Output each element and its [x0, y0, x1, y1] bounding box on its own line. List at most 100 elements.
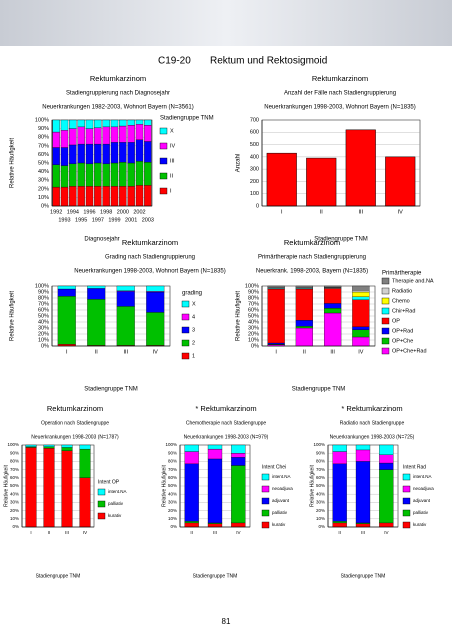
bar-segment: [116, 285, 135, 291]
bar-segment: [352, 299, 370, 327]
legend-swatch: [402, 521, 411, 529]
legend-label: Therapie and.NA: [392, 278, 434, 284]
y-tick-label: 80%: [248, 295, 259, 301]
y-tick-label: 700: [250, 117, 259, 123]
bar-segment: [52, 147, 60, 165]
bar-segment: [57, 296, 76, 345]
bar-segment: [207, 523, 223, 528]
legend-title: grading: [182, 291, 202, 297]
legend-title: Stadiengruppe TNM: [160, 116, 214, 122]
y-axis-label: Relative Häufigkeit: [3, 465, 9, 507]
y-tick-label: 40%: [10, 491, 19, 496]
legend-swatch: [402, 473, 411, 481]
bar-segment: [85, 119, 94, 129]
legend-swatch: [181, 313, 190, 321]
x-tick-label: I: [66, 349, 68, 355]
bar-segment: [127, 119, 135, 126]
y-tick-label: 20%: [248, 331, 259, 337]
y-tick-label: 40%: [168, 491, 177, 496]
y-tick-label: 10%: [38, 195, 49, 201]
legend-swatch: [402, 509, 411, 517]
y-tick-label: 50%: [168, 483, 177, 488]
bar-segment: [94, 143, 102, 164]
bar-segment: [379, 469, 394, 524]
bar-segment: [77, 162, 85, 187]
legend-label: OP+Che: [392, 338, 413, 344]
legend-swatch: [381, 327, 390, 335]
chart-title: Rektumkarzinom: [47, 404, 103, 413]
x-axis-label: Stadiengruppe TNM: [292, 387, 346, 393]
legend-label: adjuvant: [272, 498, 290, 503]
x-tick-label: 1998: [100, 209, 112, 215]
bar-segment: [295, 326, 313, 329]
y-tick-label: 100%: [165, 442, 177, 447]
y-tick-label: 0%: [41, 343, 49, 349]
y-tick-label: 10%: [316, 516, 325, 521]
x-axis-label: Stadiengruppe TNM: [84, 387, 138, 393]
legend-swatch: [261, 473, 270, 481]
bar-segment: [127, 125, 135, 143]
legend-label: IV: [170, 143, 176, 149]
bar-segment: [25, 444, 37, 447]
x-tick-label: II: [338, 530, 341, 535]
y-tick-label: 0%: [41, 203, 49, 209]
bar-segment: [355, 461, 371, 524]
legend-label: kurativ: [108, 513, 122, 518]
bar-segment: [60, 130, 69, 148]
y-tick-label: 90%: [38, 289, 49, 295]
legend-label: 4: [192, 314, 195, 320]
chart-subtitle: Chemotherapie nach Stadiengruppe: [186, 420, 267, 426]
y-tick-label: 70%: [38, 301, 49, 307]
bar-segment: [144, 185, 152, 207]
legend-swatch: [402, 497, 411, 505]
y-tick-label: 400: [250, 154, 259, 160]
chart-title: Rektumkarzinom: [284, 238, 340, 247]
legend-swatch: [261, 521, 270, 529]
bar-segment: [352, 285, 370, 291]
legend-swatch: [181, 352, 190, 360]
bar-segment: [61, 447, 73, 451]
x-tick-label: II: [190, 530, 193, 535]
x-tick-label: IV: [153, 349, 159, 355]
bar-segment: [323, 288, 342, 304]
y-tick-label: 40%: [316, 491, 325, 496]
chart-title: Rektumkarzinom: [312, 74, 368, 83]
y-tick-label: 60%: [316, 475, 325, 480]
legend-swatch: [381, 297, 390, 305]
y-tick-label: 30%: [38, 325, 49, 331]
chart-note: Neuerkrank. 1998-2003, Bayern (N=1835): [256, 269, 368, 275]
bar-segment: [87, 288, 106, 300]
bar-segment: [79, 477, 91, 528]
y-tick-label: 80%: [316, 459, 325, 464]
x-tick-label: 2003: [142, 217, 154, 223]
bar-segment: [135, 124, 144, 140]
y-tick-label: 100%: [35, 283, 49, 289]
bar-segment: [79, 444, 91, 450]
y-tick-label: 100: [250, 191, 259, 197]
legend-swatch: [97, 512, 106, 520]
legend-label: neoadjuva: [272, 486, 293, 491]
x-tick-label: 1994: [67, 209, 79, 215]
bar-segment: [135, 161, 144, 186]
chart-title: Rektumkarzinom: [90, 74, 146, 83]
bar-segment: [184, 522, 199, 528]
y-axis-label: Relative Häufigkeit: [161, 465, 167, 507]
y-tick-label: 20%: [10, 508, 19, 513]
legend-title: Intent Chei: [262, 464, 286, 470]
bar-segment: [295, 320, 313, 327]
legend-label: 2: [192, 340, 195, 346]
bar-segment: [110, 142, 119, 164]
bar-segment: [332, 463, 347, 522]
bar-segment: [87, 299, 106, 346]
chart-note: Neuerkrankungen 1998-2003 (N=1787): [31, 434, 119, 440]
bar-segment: [267, 342, 285, 345]
x-tick-label: I: [281, 209, 283, 215]
y-tick-label: 70%: [248, 301, 259, 307]
bar-segment: [43, 444, 55, 447]
y-tick-label: 40%: [38, 169, 49, 175]
bar-segment: [102, 119, 110, 128]
x-tick-label: III: [361, 530, 365, 535]
x-axis-label: Stadiengruppe TNM: [314, 237, 368, 243]
y-tick-label: 70%: [168, 467, 177, 472]
bar-segment: [52, 164, 60, 188]
